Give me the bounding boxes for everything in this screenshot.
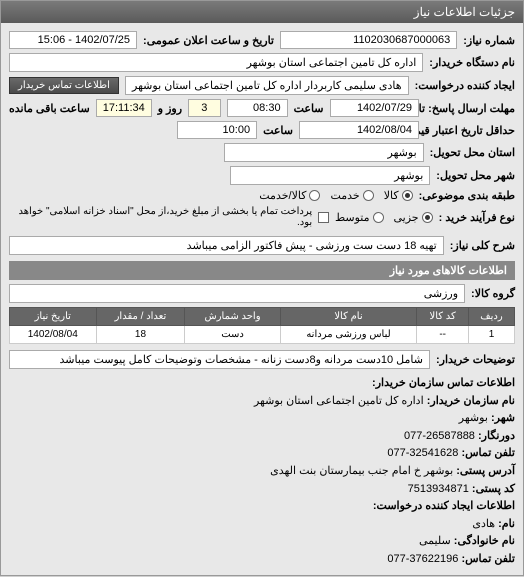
table-header: واحد شمارش [185, 308, 280, 326]
radio-motevaset[interactable]: متوسط [335, 211, 384, 224]
tabaghebandi-label: طبقه بندی موضوعی: [419, 189, 515, 202]
table-cell: لباس ورزشی مردانه [280, 326, 417, 344]
content-area: شماره نیاز: 1102030687000063 تاریخ و ساع… [1, 23, 523, 577]
tozihat-field: شامل 10دست مردانه و8دست زنانه - مشخصات و… [9, 350, 430, 369]
nam-khan-label: نام خانوادگی: [454, 535, 515, 547]
tarikh-elan-label: تاریخ و ساعت اعلان عمومی: [143, 34, 274, 47]
radio-kala-khedmat-label: کالا/خدمت [259, 189, 306, 202]
nam-sazman-label: نام سازمان خریدار: [427, 395, 515, 407]
radio-jozei-label: جزیی [394, 211, 419, 224]
adres-label: آدرس پستی: [456, 465, 515, 477]
hadeaghal-tarikh-field: 1402/08/04 [299, 121, 419, 139]
shomare-niaz-label: شماره نیاز: [463, 34, 515, 47]
shahr-label: شهر محل تحویل: [436, 169, 515, 182]
tabaghebandi-radio-group: کالا خدمت کالا/خدمت [259, 189, 412, 202]
etelaat-tamas-button[interactable]: اطلاعات تماس خریدار [9, 77, 119, 94]
contact-section: اطلاعات تماس سازمان خریدار: نام سازمان خ… [9, 375, 515, 569]
saat-label-2: ساعت [263, 124, 293, 137]
radio-kala-khedmat-icon [309, 190, 320, 201]
contact-header-1: اطلاعات تماس سازمان خریدار: [9, 375, 515, 393]
table-header: ردیف [469, 308, 515, 326]
table-cell: دست [185, 326, 280, 344]
radio-motevaset-label: متوسط [335, 211, 370, 224]
nam-dastgah-field: اداره کل تامین اجتماعی استان بوشهر [9, 53, 423, 72]
nam-value: هادی [472, 518, 495, 530]
table-header: نام کالا [280, 308, 417, 326]
adres-value: بوشهر خ امام جنب بیمارستان بنت الهدی [270, 465, 453, 477]
contact-shahr-value: بوشهر [459, 412, 488, 424]
shahr-field: بوشهر [230, 166, 430, 185]
ijad-konande-field: هادی سلیمی کاربردار اداره کل تامین اجتما… [125, 76, 409, 95]
note-farayand: پرداخت تمام یا بخشی از مبلغ خرید،از محل … [9, 206, 312, 228]
gorooh-kala-field: ورزشی [9, 284, 465, 303]
ostan-field: بوشهر [224, 143, 424, 162]
table-row: 1--لباس ورزشی مردانهدست181402/08/04 [10, 326, 515, 344]
telefon2-value: 37622196-077 [387, 553, 458, 565]
title-bar: جزئیات اطلاعات نیاز [1, 1, 523, 23]
checkbox-pardakht[interactable] [318, 212, 329, 223]
contact-header-2: اطلاعات ایجاد کننده درخواست: [9, 498, 515, 516]
doornegar-value: 26587888-077 [404, 430, 475, 442]
main-window: جزئیات اطلاعات نیاز شماره نیاز: 11020306… [0, 0, 524, 576]
table-header: تعداد / مقدار [96, 308, 185, 326]
table-cell: 1402/08/04 [10, 326, 97, 344]
ostan-label: استان محل تحویل: [430, 146, 515, 159]
mohlat-tarikh-field: 1402/07/29 [330, 99, 419, 117]
kod-posti-label: کد پستی: [472, 483, 515, 495]
table-cell: 18 [96, 326, 185, 344]
rooz-o-label: روز و [158, 102, 182, 115]
nam-dastgah-label: نام دستگاه خریدار: [429, 56, 515, 69]
noe-farayand-radio-group: جزیی متوسط [335, 211, 433, 224]
contact-shahr-label: شهر: [491, 412, 515, 424]
radio-kala-icon [402, 190, 413, 201]
table-header: کد کالا [417, 308, 469, 326]
section-kalaha: اطلاعات کالاهای مورد نیاز [9, 261, 515, 280]
radio-khedmat[interactable]: خدمت [330, 189, 373, 202]
kod-posti-value: 7513934871 [408, 483, 469, 495]
radio-kala-label: کالا [384, 189, 399, 202]
ijad-konande-label: ایجاد کننده درخواست: [415, 79, 515, 92]
shomare-niaz-field: 1102030687000063 [280, 31, 457, 49]
table-header: تاریخ نیاز [10, 308, 97, 326]
table-cell: -- [417, 326, 469, 344]
radio-kala[interactable]: کالا [384, 189, 413, 202]
sharh-koli-field: تهیه 18 دست ست ورزشی - پیش فاکتور الزامی… [9, 236, 444, 255]
doornegar-label: دورنگار: [478, 430, 515, 442]
sharh-koli-label: شرح کلی نیاز: [450, 239, 515, 252]
nam-label: نام: [498, 518, 515, 530]
tarikh-elan-field: 1402/07/25 - 15:06 [9, 31, 137, 49]
table-cell: 1 [469, 326, 515, 344]
radio-jozei[interactable]: جزیی [394, 211, 433, 224]
saat-baghi-label: ساعت باقی مانده [9, 102, 90, 115]
telefon2-label: تلفن تماس: [461, 553, 515, 565]
radio-jozei-icon [422, 212, 433, 223]
kala-table: ردیفکد کالانام کالاواحد شمارشتعداد / مقد… [9, 307, 515, 344]
mohlat-ersal-label: مهلت ارسال پاسخ: تا تاریخ: [425, 102, 515, 115]
nam-khan-value: سلیمی [419, 535, 451, 547]
radio-khedmat-icon [363, 190, 374, 201]
tozihat-label: توضیحات خریدار: [436, 353, 515, 366]
saat-label-1: ساعت [294, 102, 324, 115]
hadeaghal-label: حداقل تاریخ اعتبار قیمت: تا تاریخ: [425, 124, 515, 137]
nam-sazman-value: اداره کل تامین اجتماعی استان بوشهر [254, 395, 424, 407]
radio-motevaset-icon [373, 212, 384, 223]
hadeaghal-saat-field: 10:00 [177, 121, 257, 139]
window-title: جزئیات اطلاعات نیاز [414, 5, 515, 19]
gorooh-kala-label: گروه کالا: [471, 287, 515, 300]
noe-farayand-label: نوع فرآیند خرید : [439, 211, 515, 224]
telefon-value: 32541628-077 [387, 447, 458, 459]
mohlat-saat-field: 08:30 [227, 99, 288, 117]
saat-baghi-field: 17:11:34 [96, 99, 152, 117]
radio-khedmat-label: خدمت [330, 189, 359, 202]
telefon-label: تلفن تماس: [461, 447, 515, 459]
radio-kala-khedmat[interactable]: کالا/خدمت [259, 189, 320, 202]
rooz-baghi-field: 3 [188, 99, 221, 117]
